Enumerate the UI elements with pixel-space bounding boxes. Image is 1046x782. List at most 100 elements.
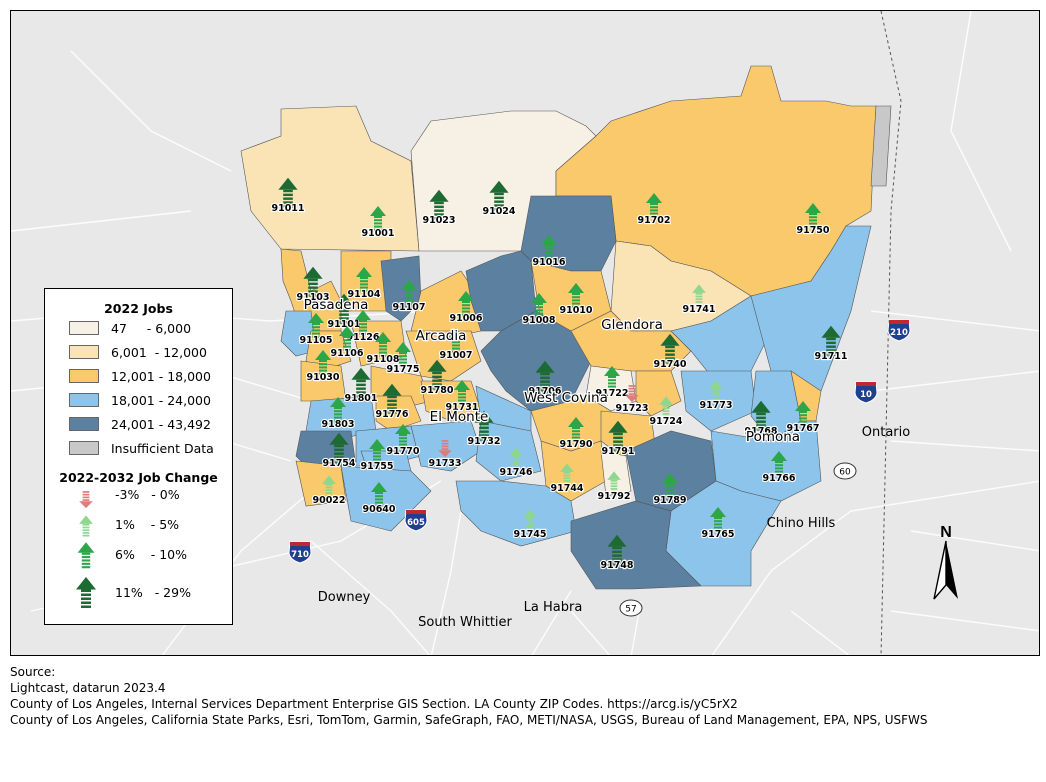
legend-change-label: 11% - 29% bbox=[115, 584, 191, 600]
job-change-arrow-icon bbox=[535, 360, 555, 391]
job-change-arrow-icon bbox=[709, 380, 723, 402]
job-change-arrow-icon bbox=[322, 475, 336, 497]
legend-arrow-icon bbox=[77, 542, 95, 569]
zip-label: 91001 bbox=[361, 228, 394, 239]
legend-na-label: Insufficient Data bbox=[111, 440, 214, 456]
zip-label: 91744 bbox=[550, 483, 583, 494]
source-line: County of Los Angeles, California State … bbox=[10, 713, 928, 727]
zip-label: 91773 bbox=[699, 400, 732, 411]
job-change-arrow-icon bbox=[474, 410, 494, 441]
job-change-arrow-icon bbox=[489, 180, 509, 211]
zip-label: 91007 bbox=[439, 350, 472, 361]
zip-label: 91006 bbox=[449, 313, 482, 324]
legend-swatch-na bbox=[69, 441, 99, 455]
job-change-arrow-icon bbox=[541, 235, 557, 260]
legend-row-jobs: 47 - 6,000 bbox=[69, 320, 191, 336]
zip-area bbox=[405, 330, 482, 382]
job-change-arrow-icon bbox=[821, 325, 841, 356]
zip-label: 91723 bbox=[615, 403, 648, 414]
zip-label: 91126 bbox=[346, 332, 379, 343]
legend-row-na: Insufficient Data bbox=[69, 440, 214, 456]
job-change-arrow-icon bbox=[401, 280, 417, 305]
zip-area bbox=[570, 500, 702, 590]
city-label: Pomona bbox=[746, 429, 800, 445]
job-change-arrow-icon bbox=[607, 471, 621, 493]
svg-text:57: 57 bbox=[625, 605, 636, 615]
legend-change-label: -3% - 0% bbox=[115, 486, 180, 502]
zip-label: 91733 bbox=[428, 458, 461, 469]
road-network bbox=[11, 11, 1039, 655]
job-change-arrow-icon bbox=[608, 420, 628, 451]
svg-text:10: 10 bbox=[860, 390, 872, 400]
zip-label: 91740 bbox=[653, 359, 686, 370]
job-change-arrow-icon bbox=[604, 366, 620, 391]
zip-label: 91765 bbox=[701, 529, 734, 540]
zip-label: 91776 bbox=[375, 409, 408, 420]
legend-row-change: 6% - 10% bbox=[75, 537, 187, 571]
legend-row-jobs: 12,001 - 18,000 bbox=[69, 368, 211, 384]
zip-label: 91780 bbox=[420, 385, 453, 396]
zip-label: 91011 bbox=[271, 203, 304, 214]
source-line: County of Los Angeles, Internal Services… bbox=[10, 697, 738, 711]
zip-label: 91107 bbox=[392, 302, 425, 313]
zip-area bbox=[280, 248, 342, 332]
zip-label: 91790 bbox=[559, 439, 592, 450]
job-change-arrow-icon bbox=[771, 451, 787, 476]
zip-label: 91767 bbox=[786, 423, 819, 434]
highway-shields: 210 10 60 605 710 57 bbox=[288, 319, 911, 617]
city-label: Glendora bbox=[601, 317, 663, 333]
job-change-arrow-icon bbox=[751, 400, 771, 431]
north-label: N bbox=[940, 524, 952, 541]
zip-area bbox=[475, 420, 542, 482]
legend-range-label: 12,001 - 18,000 bbox=[111, 368, 211, 384]
zip-label: 91746 bbox=[499, 467, 532, 478]
legend-range-label: 6,001 - 12,000 bbox=[111, 344, 207, 360]
job-change-arrow-icon bbox=[607, 534, 627, 565]
legend-arrow-icon bbox=[79, 491, 93, 509]
job-change-arrow-icon bbox=[568, 283, 584, 308]
job-change-arrow-icon bbox=[531, 293, 547, 318]
job-change-arrow-icon bbox=[371, 482, 387, 507]
zip-label: 91101 bbox=[327, 319, 360, 330]
job-change-arrow-icon bbox=[369, 439, 385, 464]
job-change-arrow-icon bbox=[438, 440, 452, 458]
interstate-shield-icon: 210 bbox=[887, 319, 911, 342]
job-change-arrow-icon bbox=[370, 206, 386, 231]
job-change-arrow-icon bbox=[795, 401, 811, 426]
svg-text:605: 605 bbox=[407, 518, 425, 528]
zip-label: 91010 bbox=[559, 305, 592, 316]
zip-label: 91775 bbox=[386, 364, 419, 375]
job-change-arrow-icon bbox=[395, 342, 411, 367]
zip-label: 91722 bbox=[595, 388, 628, 399]
job-change-arrow-icon bbox=[339, 326, 355, 351]
zip-area bbox=[585, 365, 637, 412]
legend-jobs-title: 2022 Jobs bbox=[104, 301, 173, 316]
legend-range-label: 24,001 - 43,492 bbox=[111, 416, 211, 432]
source-line: Source: bbox=[10, 665, 56, 679]
job-change-arrow-icon bbox=[659, 396, 673, 418]
map-frame[interactable]: 210 10 60 605 710 57 91011 91001 91023 91024 9170… bbox=[10, 10, 1040, 656]
legend-swatch bbox=[69, 321, 99, 335]
city-label: Chino Hills bbox=[767, 516, 836, 531]
legend-row-change: -3% - 0% bbox=[75, 477, 180, 511]
legend-swatch bbox=[69, 417, 99, 431]
source-notes: Source: Lightcast, datarun 2023.4 County o… bbox=[10, 664, 928, 728]
zip-label: 91732 bbox=[467, 436, 500, 447]
job-change-arrow-icon bbox=[329, 432, 349, 463]
zip-label: 91024 bbox=[482, 206, 515, 217]
job-change-arrow-icon bbox=[662, 473, 678, 498]
job-change-arrow-icon bbox=[805, 203, 821, 228]
job-change-arrow-icon bbox=[382, 383, 402, 414]
zip-label: 91711 bbox=[814, 351, 847, 362]
job-change-arrow-icon bbox=[710, 507, 726, 532]
job-change-arrow-icon bbox=[427, 359, 447, 390]
legend-swatch bbox=[69, 369, 99, 383]
city-label: West Covina bbox=[524, 390, 608, 406]
zip-label: 91108 bbox=[366, 354, 399, 365]
job-change-arrow-icon bbox=[303, 266, 323, 297]
job-change-arrow-icon bbox=[315, 350, 331, 375]
zip-label: 91754 bbox=[322, 458, 355, 469]
city-label: La Habra bbox=[524, 600, 583, 615]
legend-arrow-icon bbox=[79, 515, 93, 537]
interstate-shield-icon: 710 bbox=[288, 541, 312, 564]
